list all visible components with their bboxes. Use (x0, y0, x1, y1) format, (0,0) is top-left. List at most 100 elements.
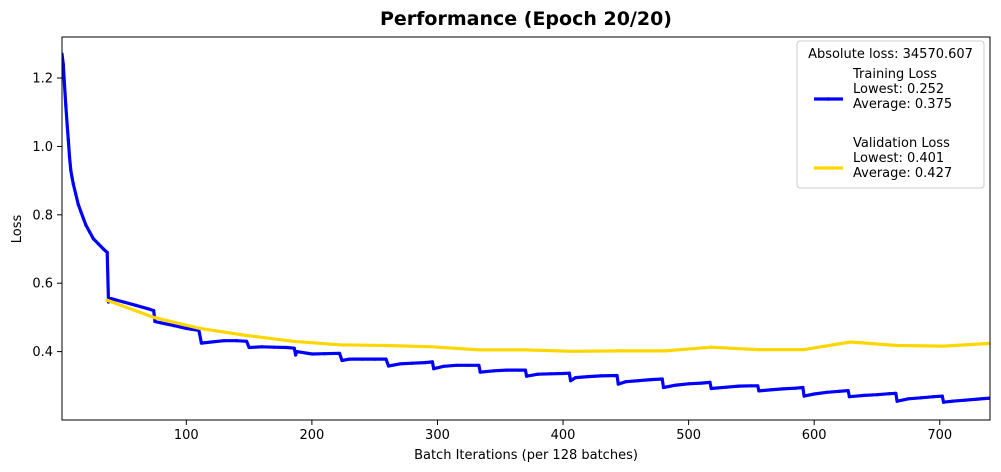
data-point (561, 371, 565, 376)
data-point (931, 395, 936, 399)
data-point (756, 348, 760, 352)
data-point (525, 374, 529, 378)
data-point (737, 384, 741, 388)
x-tick-label: 500 (676, 428, 701, 443)
data-point (569, 379, 573, 383)
data-point (398, 362, 402, 366)
data-point (153, 319, 157, 324)
data-point (660, 377, 664, 381)
y-tick-label: 1.2 (32, 72, 53, 87)
data-point (478, 370, 482, 374)
y-axis-ticks: 0.4 0.6 0.8 1.0 1.2 (32, 72, 62, 360)
data-point (757, 389, 761, 393)
data-point (209, 340, 213, 344)
data-point (548, 372, 553, 376)
data-point (793, 386, 798, 390)
data-point (430, 345, 434, 349)
legend-box (796, 40, 985, 189)
legend-entry-text: Average: 0.427 (853, 166, 952, 181)
data-point (172, 324, 176, 328)
data-point (709, 345, 713, 349)
data-point (574, 376, 578, 380)
data-point (292, 346, 296, 350)
data-point (147, 307, 151, 311)
x-axis-ticks: 100 200 300 400 500 600 700 (174, 420, 952, 443)
data-point (272, 345, 276, 349)
data-point (709, 386, 713, 391)
series-line-validation-loss (105, 298, 990, 353)
data-point (62, 62, 65, 66)
data-point (615, 373, 619, 378)
data-point (64, 103, 68, 107)
data-point (337, 343, 342, 347)
data-point (76, 203, 80, 207)
data-point (504, 368, 509, 372)
data-point (616, 349, 620, 353)
data-point (895, 343, 899, 348)
data-point (67, 155, 72, 159)
data-point (70, 175, 74, 179)
data-point (906, 397, 911, 401)
data-point (749, 384, 754, 388)
data-point (940, 394, 944, 398)
data-point (291, 339, 295, 343)
data-point (837, 389, 841, 393)
data-point (285, 345, 289, 350)
data-point (674, 383, 678, 387)
data-point (875, 393, 879, 397)
data-point (756, 384, 760, 388)
data-point (260, 345, 264, 349)
data-point (423, 361, 427, 365)
data-point (410, 361, 414, 365)
data-point (895, 399, 899, 403)
legend-entry-text: Average: 0.375 (853, 97, 952, 112)
data-point (81, 216, 85, 220)
data-point (84, 223, 88, 227)
data-point (348, 357, 352, 361)
data-point (768, 388, 772, 392)
data-point (386, 364, 391, 368)
x-tick-label: 200 (299, 428, 324, 443)
data-point (661, 385, 666, 390)
y-tick-label: 1.0 (32, 140, 53, 155)
data-point (825, 390, 829, 394)
legend-entry-text: Validation Loss (853, 136, 950, 151)
data-point (467, 363, 471, 367)
y-axis-label: Loss (10, 215, 25, 244)
data-point (245, 333, 249, 338)
x-axis-label: Batch Iterations (per 128 batches) (414, 448, 638, 463)
data-point (62, 83, 67, 87)
data-point (245, 339, 249, 343)
data-point (384, 343, 388, 348)
data-point (234, 339, 239, 343)
data-point (105, 250, 109, 254)
chart-title: Performance (Epoch 20/20) (380, 8, 672, 30)
data-point (492, 369, 496, 373)
data-point (781, 387, 785, 391)
data-point (71, 182, 75, 186)
data-point (337, 351, 342, 355)
data-point (91, 237, 95, 241)
data-point (624, 380, 628, 384)
data-point (847, 395, 852, 399)
data-point (975, 397, 980, 401)
data-point (802, 348, 806, 352)
data-point (105, 298, 109, 302)
data-point (66, 138, 70, 142)
data-point (636, 379, 641, 383)
data-point (687, 382, 691, 386)
data-point (222, 339, 226, 343)
data-point (846, 389, 850, 393)
data-point (523, 348, 528, 352)
data-point (616, 382, 620, 386)
data-point (159, 321, 163, 325)
data-point (454, 363, 458, 367)
data-point (477, 348, 481, 352)
data-point (340, 358, 344, 363)
data-point (152, 309, 156, 313)
data-point (919, 396, 923, 400)
data-point (134, 303, 138, 307)
data-point (322, 352, 327, 356)
plot-frame (61, 36, 991, 421)
